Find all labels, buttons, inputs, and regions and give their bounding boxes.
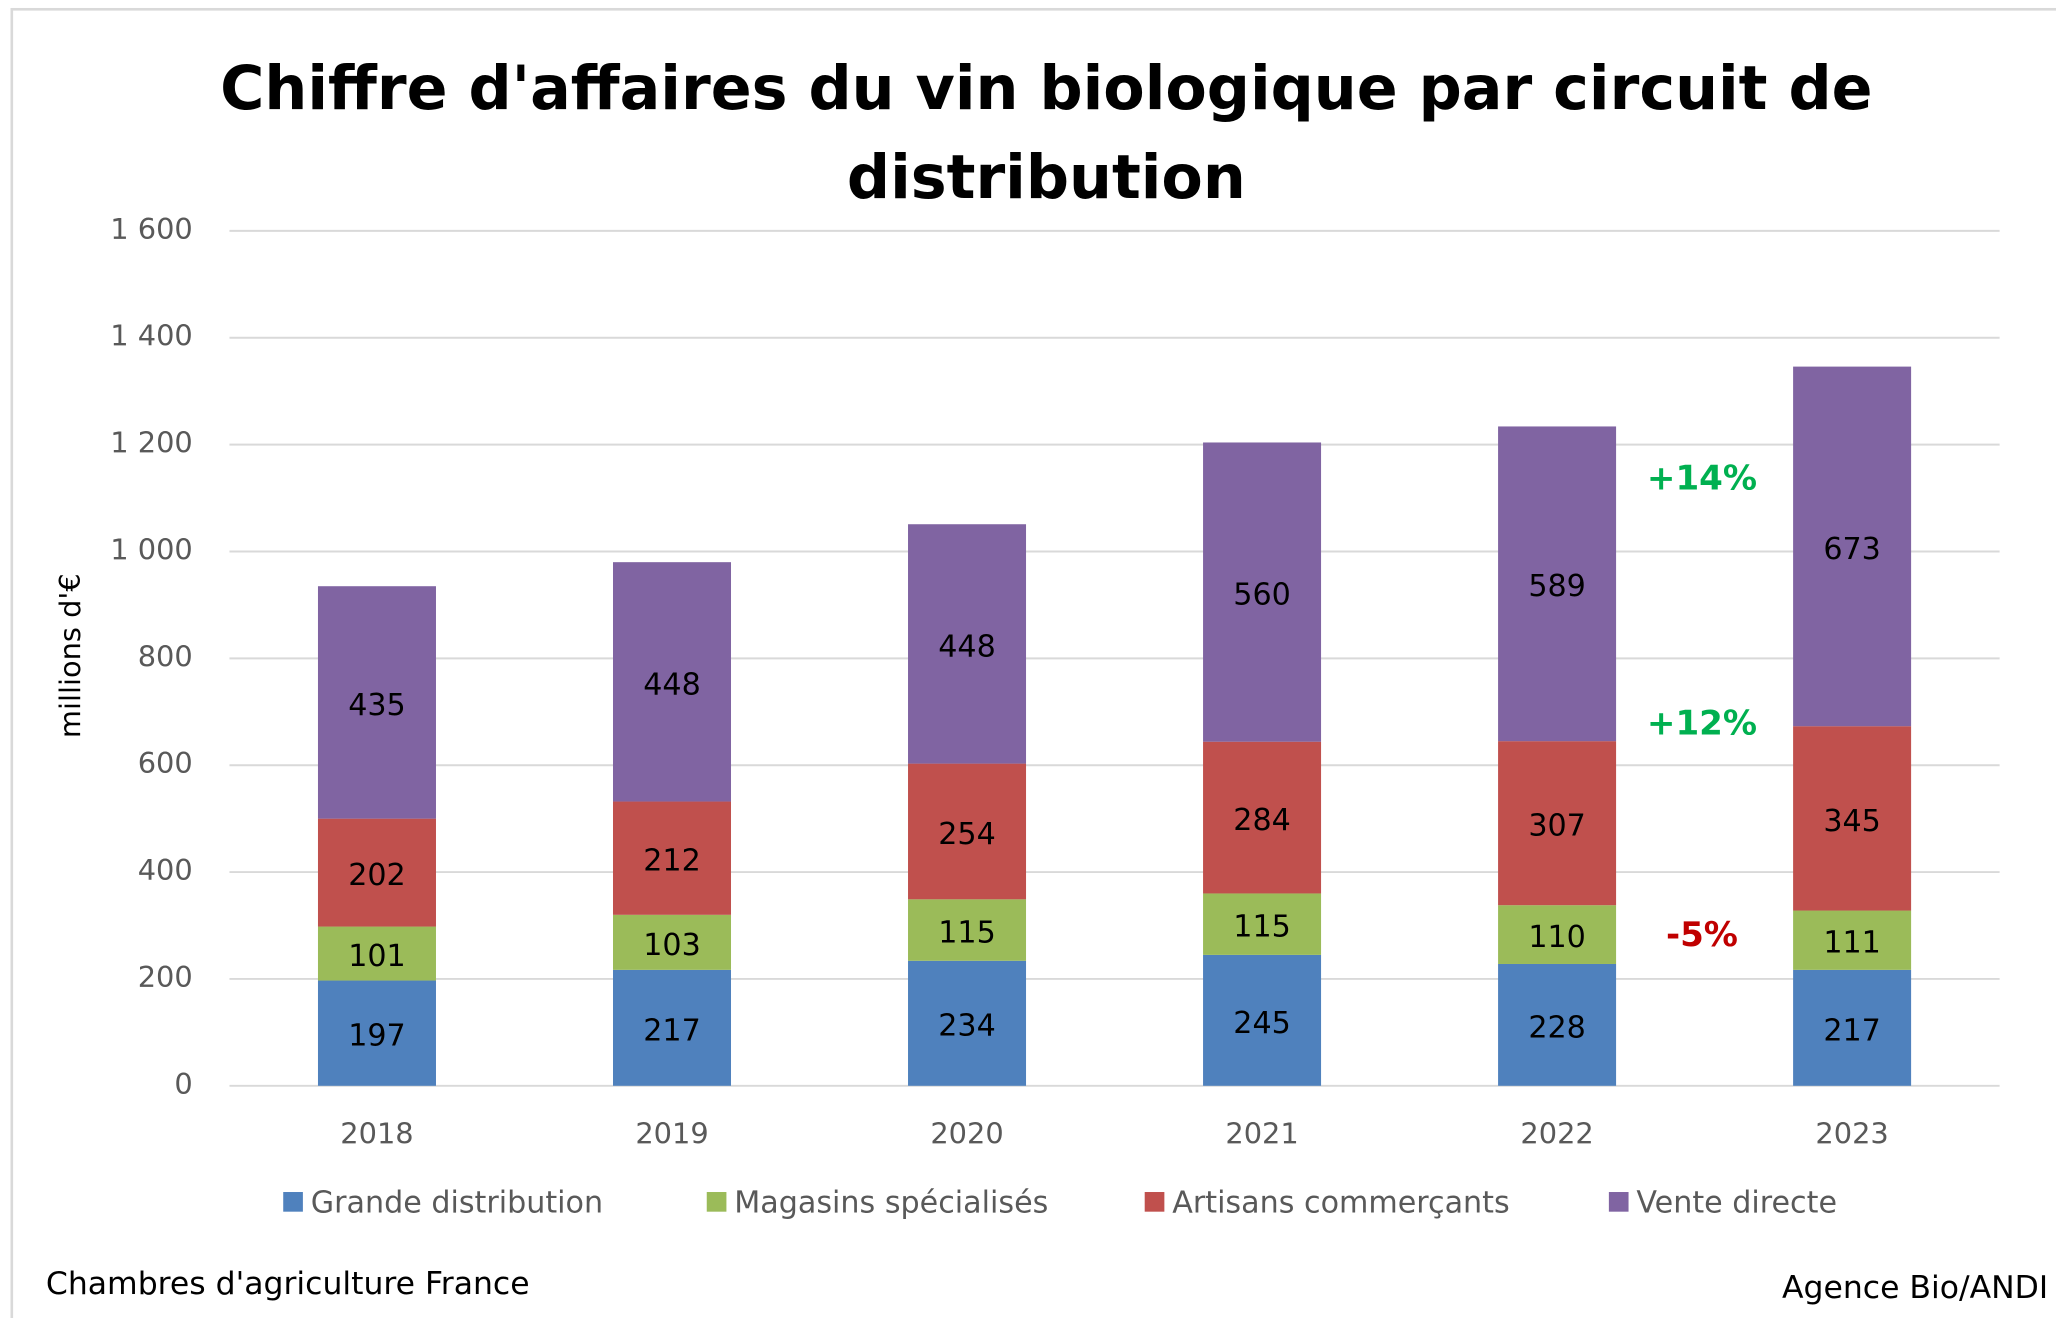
bar-segment (1203, 893, 1322, 955)
bar-segment (612, 914, 732, 970)
bar-segment (908, 960, 1027, 1086)
bar-segment (317, 818, 436, 927)
bar-segment (317, 926, 436, 981)
data-label: 101 (348, 939, 406, 974)
x-tick-label: 2020 (930, 1117, 1003, 1151)
data-label: 345 (1823, 804, 1881, 839)
y-tick-label: 400 (138, 853, 193, 887)
data-label: 589 (1528, 569, 1586, 604)
y-tick-label: 600 (138, 746, 193, 780)
x-tick-label: 2021 (1225, 1117, 1298, 1151)
data-label: 254 (938, 817, 996, 852)
bar-segment (908, 763, 1027, 900)
bar-segment (1203, 442, 1322, 742)
legend-label: Artisans commerçants (1172, 1185, 1509, 1220)
data-label: 115 (938, 915, 996, 950)
data-label: 115 (1233, 910, 1291, 945)
data-label: 448 (643, 667, 701, 702)
data-label: 111 (1823, 926, 1881, 961)
data-label: 212 (643, 844, 701, 879)
x-tick-label: 2022 (1520, 1117, 1593, 1151)
bar-segment (908, 524, 1027, 764)
y-tick-label: 800 (138, 639, 193, 673)
data-label: 202 (348, 858, 406, 893)
bar-segment (1203, 954, 1322, 1086)
legend-label: Magasins spécialisés (734, 1185, 1048, 1220)
bar-segment (1498, 963, 1617, 1086)
legend-label: Vente directe (1636, 1185, 1837, 1220)
y-tick-label: 1 000 (110, 532, 193, 566)
data-label: 435 (348, 688, 406, 723)
annotation: +12% (1647, 704, 1757, 744)
data-label: 245 (1233, 1006, 1291, 1041)
annotation: +14% (1647, 459, 1757, 499)
legend-swatch (706, 1192, 727, 1212)
data-label: 673 (1823, 532, 1881, 567)
data-label: 307 (1528, 809, 1586, 844)
data-label: 103 (643, 928, 701, 963)
bar-segment (1203, 741, 1322, 894)
data-label: 217 (643, 1013, 701, 1048)
data-label: 448 (938, 629, 996, 664)
bar-segment (1498, 905, 1617, 964)
x-tick-label: 2023 (1815, 1117, 1888, 1151)
y-tick-label: 1 400 (110, 319, 193, 353)
y-tick-label: 0 (174, 1067, 192, 1101)
bar-segment (1498, 741, 1617, 906)
data-label: 110 (1528, 920, 1586, 955)
bar-segment (1793, 366, 1912, 727)
bar-segment (1793, 969, 1912, 1086)
y-axis-label: millions d'€ (53, 573, 87, 738)
legend-swatch (1608, 1192, 1629, 1212)
y-tick-label: 1 200 (110, 426, 193, 460)
data-label: 217 (1823, 1013, 1881, 1048)
bar-segment (908, 899, 1027, 961)
legend-swatch (1144, 1192, 1165, 1212)
chart-title: Chiffre d'affaires du vin biologique par… (220, 53, 1872, 212)
legend-label: Grande distribution (311, 1185, 603, 1220)
bar-segment (612, 969, 732, 1086)
bar-segment (612, 562, 732, 802)
data-label: 284 (1233, 803, 1291, 838)
bar-segment (1793, 726, 1912, 911)
bar-segment (1498, 426, 1617, 742)
data-label: 228 (1528, 1010, 1586, 1045)
x-tick-label: 2018 (340, 1117, 413, 1151)
y-tick-label: 200 (138, 960, 193, 994)
data-label: 560 (1233, 578, 1291, 613)
annotation: -5% (1666, 915, 1738, 955)
bar-segment (317, 586, 436, 819)
y-tick-label: 1 600 (110, 212, 193, 246)
bar-segment (612, 801, 732, 915)
legend-swatch (283, 1192, 303, 1212)
data-label: 234 (938, 1009, 996, 1044)
data-label: 197 (348, 1019, 406, 1054)
bar-segment (317, 980, 436, 1086)
x-tick-label: 2019 (635, 1117, 708, 1151)
source-left: Chambres d'agriculture France (46, 1266, 530, 1302)
source-right: Agence Bio/ANDI (1782, 1270, 2048, 1306)
bar-segment (1793, 910, 1912, 970)
